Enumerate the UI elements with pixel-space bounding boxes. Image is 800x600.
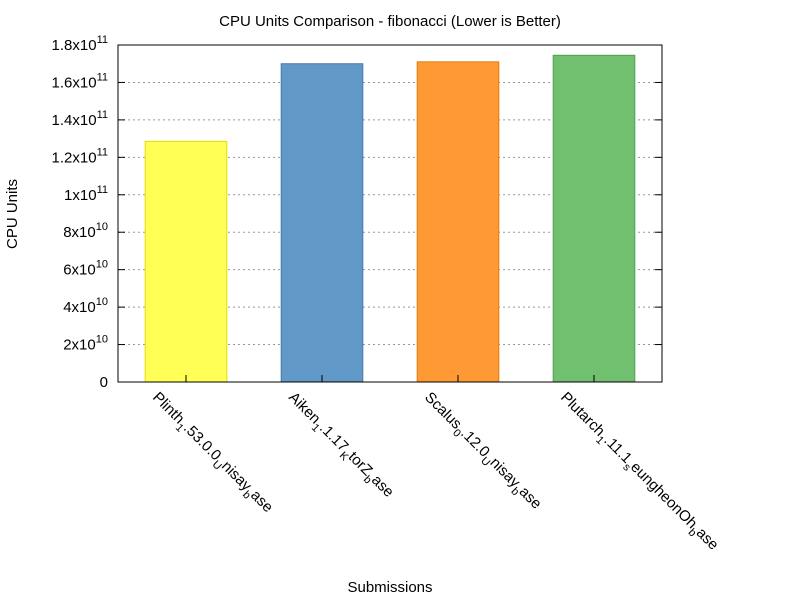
x-tick-label: Scalus0.12.0Unisaybase: [418, 389, 544, 515]
y-axis-label: CPU Units: [4, 179, 21, 249]
x-tick-label: Aiken1.1.17KtorZbase: [282, 389, 397, 504]
y-tick-label: 8x1010: [63, 221, 108, 241]
y-tick-label: 0: [100, 374, 108, 391]
plot-frame: [117, 44, 663, 383]
y-tick-label: 1x1011: [64, 184, 108, 204]
y-tick-label: 1.2x1011: [52, 146, 108, 166]
x-tick-label: Plutarch1.11.1seungheonOhbase: [554, 389, 722, 557]
y-tick-label: 1.8x1011: [52, 34, 108, 54]
y-tick-label: 2x1010: [63, 334, 108, 354]
x-axis-label: Submissions: [347, 579, 432, 596]
y-tick-label: 4x1010: [63, 296, 108, 316]
chart-title: CPU Units Comparison - fibonacci (Lower …: [219, 13, 561, 30]
bar: [144, 140, 228, 383]
bar: [280, 63, 364, 383]
y-tick-label: 6x1010: [63, 259, 108, 279]
bars: [144, 54, 636, 383]
bar: [416, 61, 500, 383]
y-axis-ticks: 0 2x1010 4x1010 6x1010 8x1010 1x1011 1.2x1011 1…: [52, 34, 662, 391]
x-tick-label: Plinth1.53.0.0Unisaybase: [146, 389, 276, 519]
y-tick-label: 1.6x1011: [52, 71, 108, 91]
y-tick-label: 1.4x1011: [52, 109, 108, 129]
x-axis-ticks: Plinth1.53.0.0UnisaybaseAiken1.1.17KtorZ…: [146, 375, 722, 557]
bar: [552, 54, 636, 383]
